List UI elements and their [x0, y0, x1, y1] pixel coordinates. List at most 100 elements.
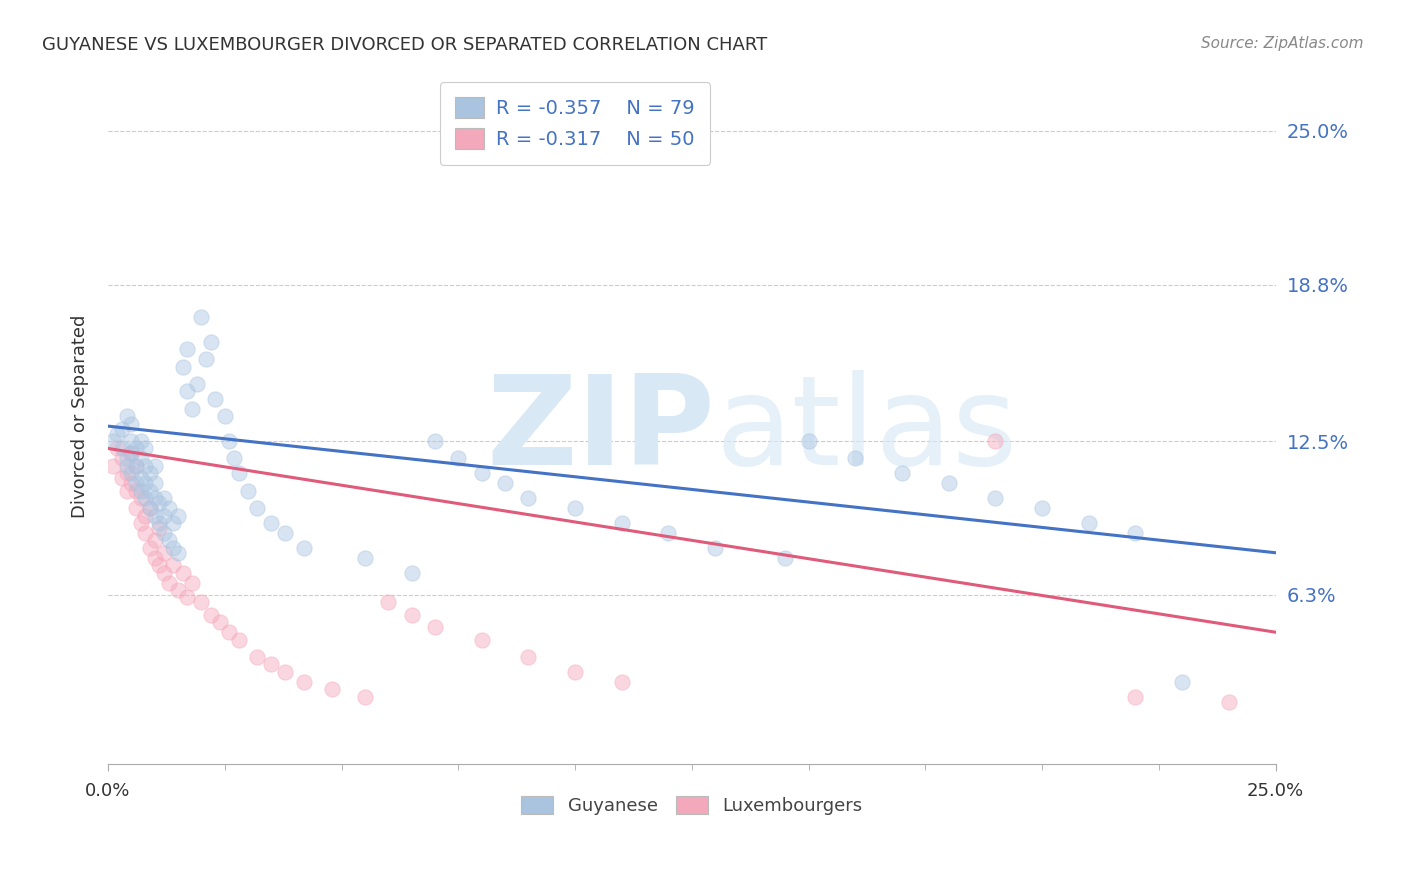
Point: [274, 525, 297, 540]
Point: [111, 471, 134, 485]
Point: [115, 467, 138, 481]
Point: [938, 476, 960, 491]
Point: [125, 476, 148, 491]
Point: [120, 417, 142, 431]
Point: [120, 467, 142, 481]
Point: [228, 467, 250, 481]
Point: [153, 546, 176, 560]
Point: [134, 525, 156, 540]
Text: atlas: atlas: [716, 369, 1018, 491]
Point: [797, 434, 820, 448]
Point: [162, 558, 184, 573]
Point: [1171, 674, 1194, 689]
Point: [120, 476, 142, 491]
Point: [120, 434, 142, 448]
Point: [1218, 695, 1240, 709]
Text: GUYANESE VS LUXEMBOURGER DIVORCED OR SEPARATED CORRELATION CHART: GUYANESE VS LUXEMBOURGER DIVORCED OR SEP…: [42, 36, 768, 54]
Point: [111, 451, 134, 466]
Point: [105, 426, 128, 441]
Point: [292, 674, 315, 689]
Point: [218, 625, 240, 640]
Point: [143, 508, 166, 523]
Point: [260, 657, 283, 672]
Point: [125, 458, 148, 473]
Point: [204, 392, 226, 406]
Point: [471, 632, 494, 647]
Text: ZIP: ZIP: [486, 369, 716, 491]
Point: [129, 471, 152, 485]
Point: [125, 458, 148, 473]
Point: [773, 550, 796, 565]
Point: [190, 310, 212, 324]
Point: [190, 595, 212, 609]
Point: [148, 516, 170, 530]
Point: [564, 665, 586, 679]
Point: [129, 483, 152, 498]
Point: [214, 409, 236, 424]
Point: [148, 521, 170, 535]
Point: [157, 501, 180, 516]
Point: [610, 674, 633, 689]
Point: [139, 501, 162, 516]
Text: Source: ZipAtlas.com: Source: ZipAtlas.com: [1201, 36, 1364, 51]
Point: [120, 446, 142, 460]
Point: [139, 467, 162, 481]
Point: [1031, 501, 1053, 516]
Point: [162, 516, 184, 530]
Point: [209, 615, 232, 630]
Point: [125, 483, 148, 498]
Point: [153, 508, 176, 523]
Point: [494, 476, 516, 491]
Point: [610, 516, 633, 530]
Point: [143, 491, 166, 505]
Point: [115, 483, 138, 498]
Point: [157, 533, 180, 548]
Y-axis label: Divorced or Separated: Divorced or Separated: [72, 315, 89, 518]
Point: [143, 550, 166, 565]
Point: [153, 491, 176, 505]
Point: [200, 334, 222, 349]
Point: [129, 516, 152, 530]
Point: [181, 401, 204, 416]
Point: [1125, 690, 1147, 704]
Point: [423, 620, 446, 634]
Legend: Guyanese, Luxembourgers: Guyanese, Luxembourgers: [512, 787, 872, 824]
Point: [704, 541, 727, 555]
Point: [134, 476, 156, 491]
Point: [167, 508, 190, 523]
Point: [236, 483, 259, 498]
Point: [517, 650, 540, 665]
Point: [377, 595, 399, 609]
Point: [105, 442, 128, 456]
Point: [195, 352, 218, 367]
Point: [129, 434, 152, 448]
Point: [167, 582, 190, 597]
Point: [120, 446, 142, 460]
Point: [139, 483, 162, 498]
Point: [321, 682, 343, 697]
Point: [148, 558, 170, 573]
Point: [134, 508, 156, 523]
Point: [517, 491, 540, 505]
Point: [115, 458, 138, 473]
Point: [354, 550, 377, 565]
Point: [139, 541, 162, 555]
Point: [1125, 525, 1147, 540]
Point: [172, 359, 194, 374]
Point: [984, 491, 1007, 505]
Point: [274, 665, 297, 679]
Point: [186, 376, 208, 391]
Point: [292, 541, 315, 555]
Point: [125, 442, 148, 456]
Point: [891, 467, 914, 481]
Point: [1077, 516, 1099, 530]
Point: [134, 491, 156, 505]
Point: [176, 384, 198, 399]
Point: [200, 607, 222, 622]
Point: [984, 434, 1007, 448]
Point: [844, 451, 866, 466]
Point: [101, 434, 124, 448]
Point: [111, 442, 134, 456]
Point: [181, 575, 204, 590]
Point: [228, 632, 250, 647]
